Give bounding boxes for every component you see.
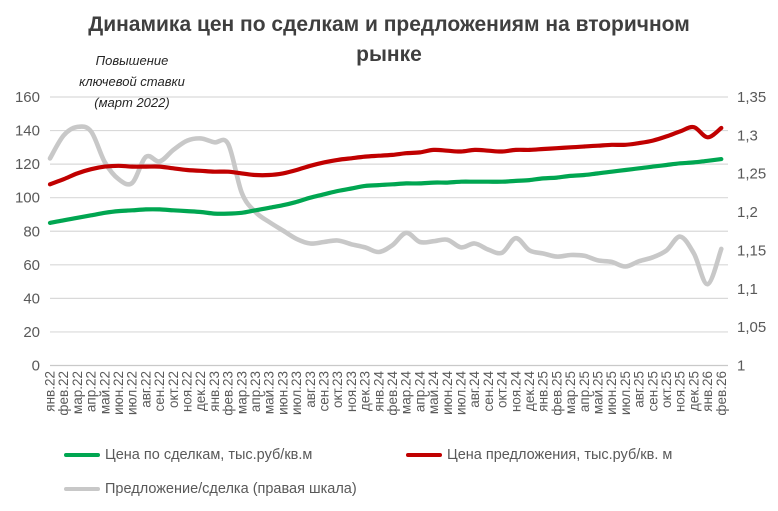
svg-text:сен.24: сен.24 (481, 371, 496, 412)
svg-text:1,1: 1,1 (737, 281, 758, 298)
svg-text:дек.22: дек.22 (193, 371, 208, 411)
svg-text:1: 1 (737, 358, 745, 375)
svg-text:40: 40 (23, 290, 40, 307)
svg-text:янв.23: янв.23 (207, 371, 222, 412)
svg-text:апр.24: апр.24 (412, 371, 427, 413)
svg-text:май.23: май.23 (262, 371, 277, 414)
svg-text:дек.25: дек.25 (686, 371, 701, 411)
svg-text:окт.25: окт.25 (659, 371, 674, 408)
svg-text:ноя.25: ноя.25 (673, 371, 688, 412)
svg-text:1,35: 1,35 (737, 89, 766, 106)
svg-text:ноя.22: ноя.22 (180, 371, 195, 412)
legend-item-offer-deal-ratio: Предложение/сделка (правая шкала) (64, 481, 357, 497)
svg-text:1,15: 1,15 (737, 242, 766, 259)
legend-label-ratio: Предложение/сделка (правая шкала) (105, 481, 357, 497)
svg-text:120: 120 (15, 156, 40, 173)
svg-text:июл.22: июл.22 (125, 371, 140, 415)
legend-item-deals-price: Цена по сделкам, тыс.руб/кв.м (64, 447, 312, 463)
svg-text:авг.23: авг.23 (303, 371, 318, 408)
svg-text:янв.25: янв.25 (536, 371, 551, 412)
svg-text:дек.24: дек.24 (522, 371, 537, 412)
deals-line-swatch (64, 452, 100, 458)
svg-text:май.25: май.25 (591, 371, 606, 414)
svg-text:фев.25: фев.25 (549, 371, 564, 416)
svg-text:фев.24: фев.24 (385, 371, 400, 416)
chart-title: Динамика цен по сделкам и предложениям н… (88, 13, 690, 67)
svg-text:апр.22: апр.22 (84, 371, 99, 412)
deals-price-line (47, 157, 724, 225)
svg-text:0: 0 (32, 358, 40, 375)
svg-text:мар.24: мар.24 (399, 371, 414, 415)
svg-text:80: 80 (23, 223, 40, 240)
svg-text:мар.23: мар.23 (234, 371, 249, 414)
svg-text:авг.22: авг.22 (138, 371, 153, 408)
svg-text:ноя.24: ноя.24 (508, 371, 523, 413)
svg-text:окт.22: окт.22 (166, 371, 181, 408)
svg-text:окт.23: окт.23 (330, 371, 345, 408)
series-lines (47, 124, 724, 287)
right-axis-labels: 1,35 1,3 1,25 1,2 1,15 1,1 1,05 1 (737, 89, 766, 375)
ratio-line-swatch (64, 486, 100, 492)
offers-line-swatch (406, 452, 442, 458)
svg-text:янв.26: янв.26 (700, 371, 715, 412)
legend-item-offer-price: Цена предложения, тыс.руб/кв. м (406, 447, 672, 463)
svg-text:янв.24: янв.24 (371, 371, 386, 412)
svg-text:июн.25: июн.25 (604, 371, 619, 415)
svg-text:160: 160 (15, 89, 40, 106)
svg-text:авг.25: авг.25 (632, 371, 647, 408)
svg-text:июн.24: июн.24 (440, 371, 455, 415)
svg-text:июл.25: июл.25 (618, 371, 633, 415)
svg-text:янв.22: янв.22 (43, 371, 58, 412)
svg-text:мар.22: мар.22 (70, 371, 85, 414)
svg-text:окт.24: окт.24 (495, 371, 510, 409)
svg-text:июл.23: июл.23 (289, 371, 304, 415)
svg-text:сен.22: сен.22 (152, 371, 167, 411)
legend-label-deals: Цена по сделкам, тыс.руб/кв.м (105, 447, 313, 463)
svg-text:1,2: 1,2 (737, 204, 758, 221)
svg-text:100: 100 (15, 190, 40, 207)
svg-text:апр.23: апр.23 (248, 371, 263, 412)
svg-text:дек.23: дек.23 (358, 371, 373, 411)
svg-text:мар.25: мар.25 (563, 371, 578, 414)
svg-text:июн.23: июн.23 (275, 371, 290, 415)
left-axis-labels: 160 140 120 100 80 60 40 20 0 (15, 89, 40, 375)
x-axis-labels: янв.22фев.22мар.22апр.22май.22июн.22июл.… (43, 371, 729, 416)
svg-text:май.22: май.22 (97, 371, 112, 414)
svg-text:60: 60 (23, 257, 40, 274)
svg-text:сен.25: сен.25 (645, 371, 660, 411)
svg-text:140: 140 (15, 123, 40, 140)
svg-text:ноя.23: ноя.23 (344, 371, 359, 412)
svg-text:авг.24: авг.24 (467, 371, 482, 408)
svg-text:апр.25: апр.25 (577, 371, 592, 412)
svg-text:фев.22: фев.22 (56, 371, 71, 416)
offer-price-line (47, 124, 724, 187)
svg-text:сен.23: сен.23 (317, 371, 332, 411)
svg-text:1,05: 1,05 (737, 319, 766, 336)
svg-text:фев.26: фев.26 (714, 371, 729, 416)
svg-text:20: 20 (23, 324, 40, 341)
svg-text:фев.23: фев.23 (221, 371, 236, 416)
legend-label-offers: Цена предложения, тыс.руб/кв. м (447, 447, 673, 463)
svg-text:1,25: 1,25 (737, 166, 766, 183)
svg-text:1,3: 1,3 (737, 127, 758, 144)
key-rate-annotation: Повышение ключевой ставки (март 2022) (79, 53, 185, 111)
svg-text:май.24: май.24 (426, 371, 441, 415)
svg-text:июн.22: июн.22 (111, 371, 126, 415)
svg-text:июл.24: июл.24 (454, 371, 469, 416)
offer-deal-ratio-line (47, 124, 724, 287)
gridlines (50, 96, 728, 367)
